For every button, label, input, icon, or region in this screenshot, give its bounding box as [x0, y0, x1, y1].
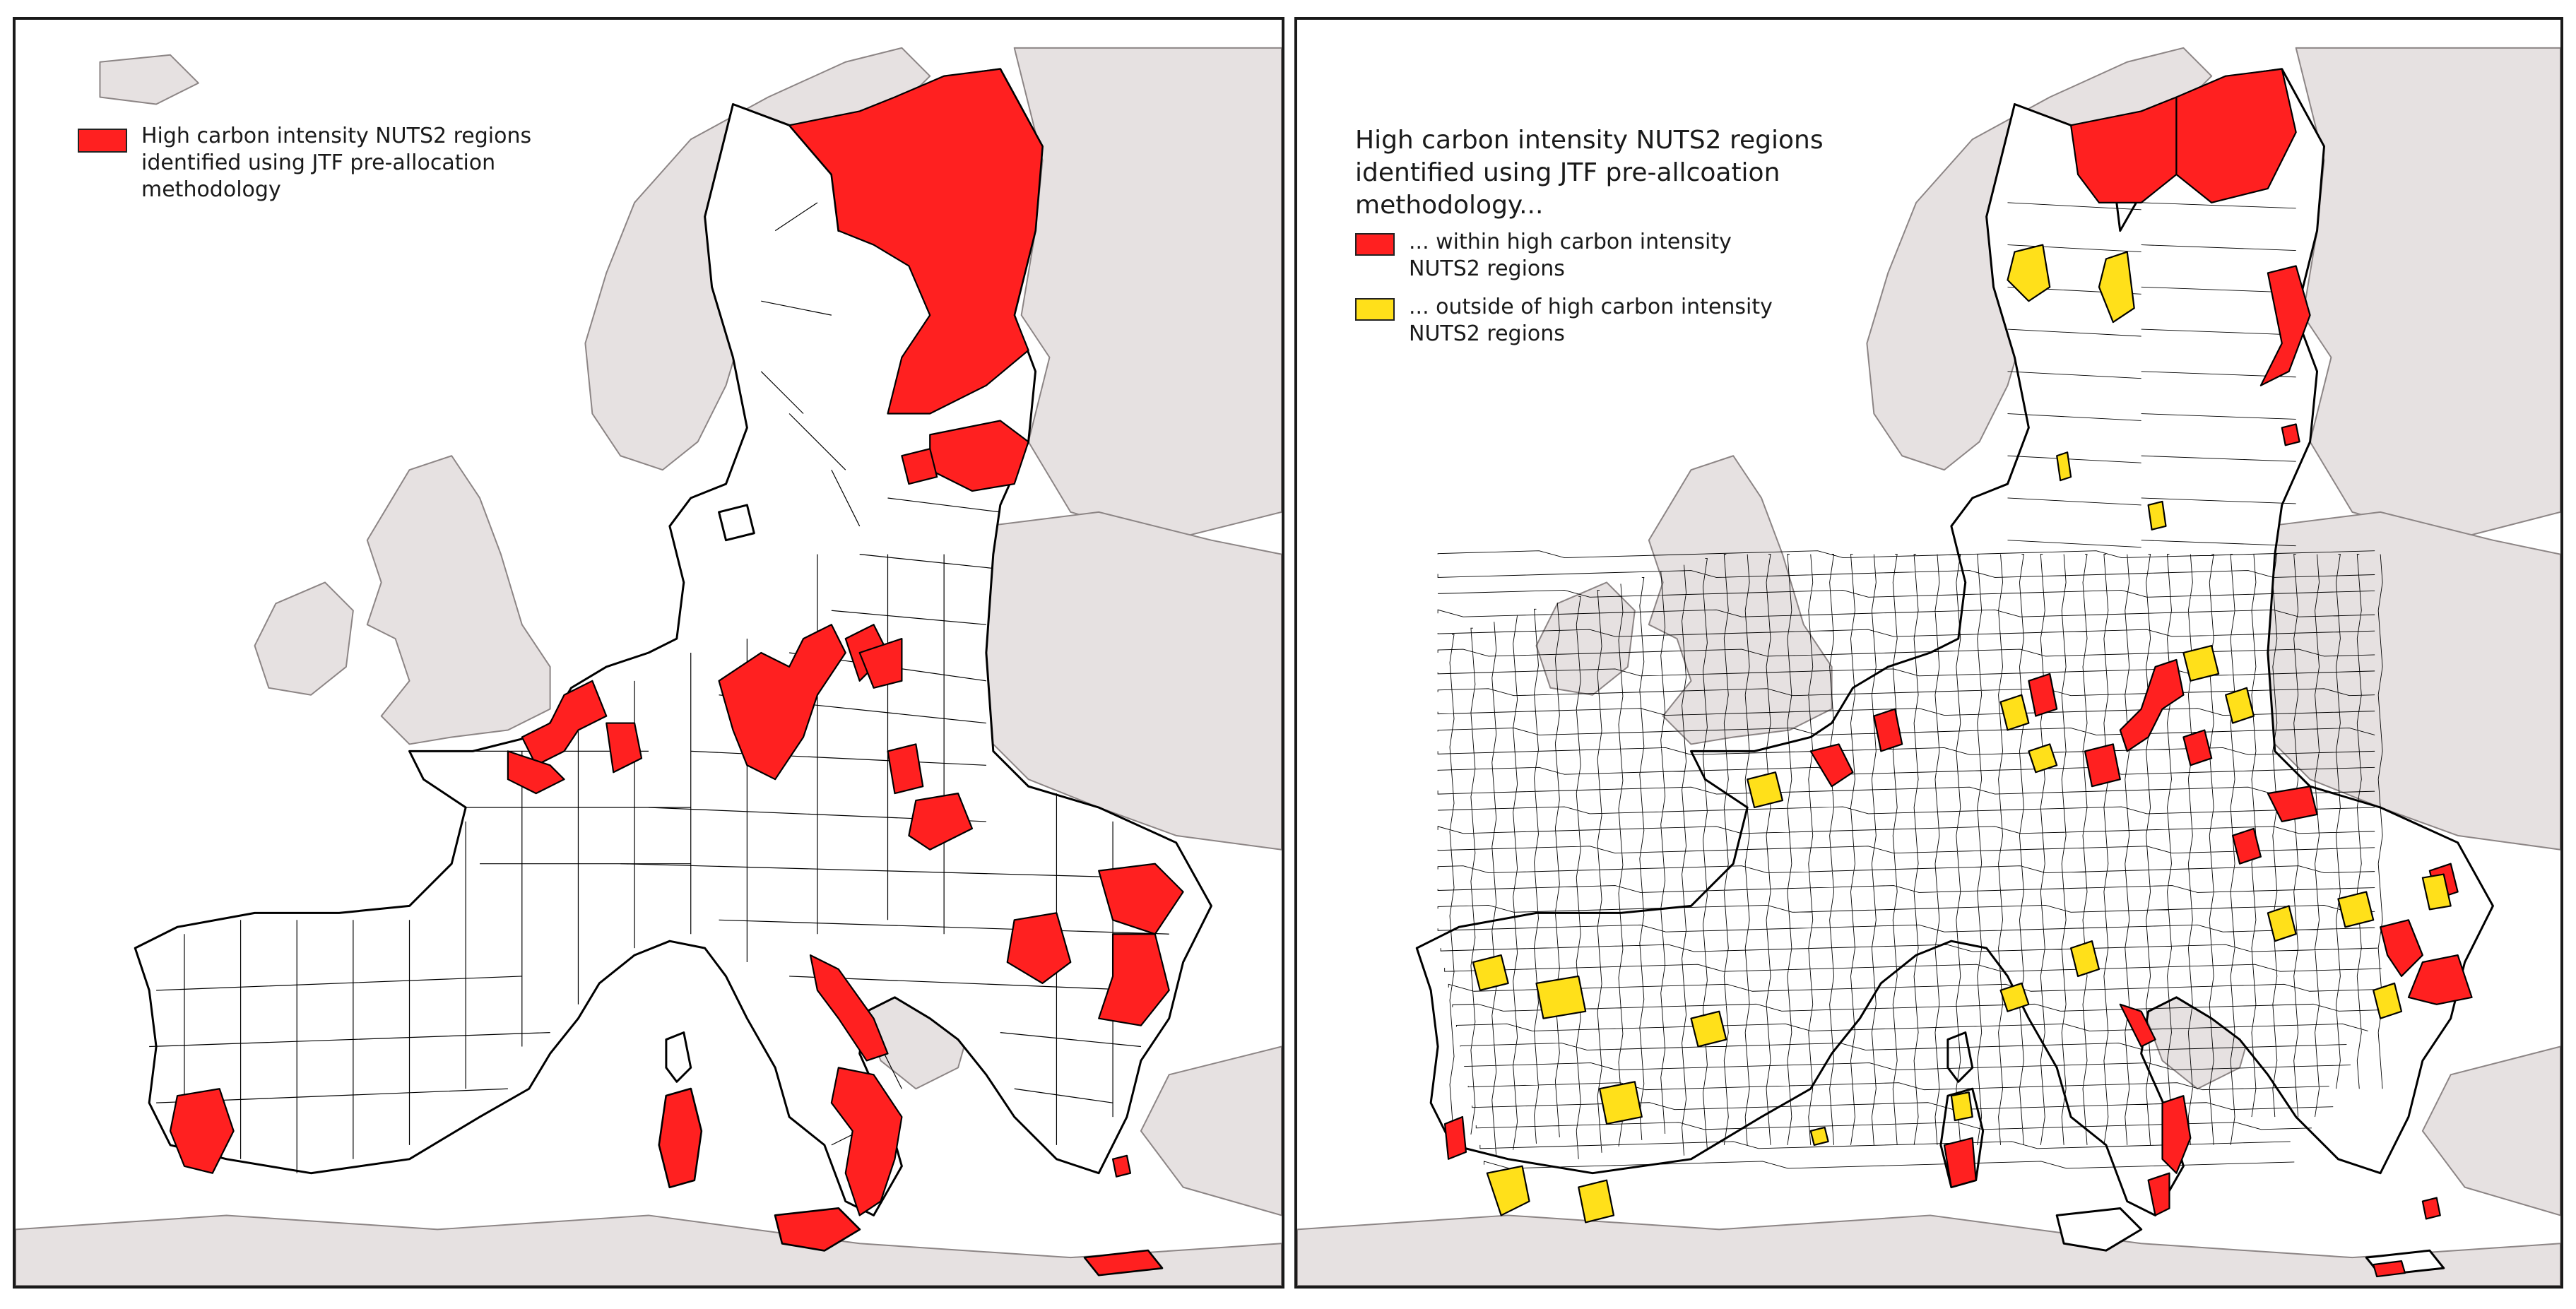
region-latvia-east — [2147, 500, 2167, 531]
region-poland-central — [2182, 729, 2213, 766]
region-italy-north — [1999, 982, 2030, 1012]
region-romania-south — [1098, 933, 1170, 1026]
sicily-island — [2055, 1207, 2143, 1252]
legend-row-high-carbon: High carbon intensity NUTS2 regions iden… — [78, 123, 531, 203]
region-romania-north — [1098, 863, 1184, 935]
region-poland-silesia — [2119, 658, 2185, 752]
legend-row-within: ... within high carbon intensity NUTS2 r… — [1355, 229, 1934, 283]
left-high-carbon-regions — [169, 68, 1184, 1277]
legend-label: High carbon intensity NUTS2 regions iden… — [141, 124, 532, 202]
right-legend-title: High carbon intensity NUTS2 regions iden… — [1355, 126, 1824, 220]
region-finland-north — [788, 68, 1044, 415]
region-hungary — [1006, 912, 1072, 985]
region-poland-east — [2225, 687, 2255, 724]
russia-north-landmass — [2295, 47, 2560, 541]
great-britain-landmass — [366, 455, 551, 745]
region-romania-east — [2421, 873, 2452, 911]
iceland-landmass — [99, 54, 199, 105]
corsica-island — [665, 1031, 692, 1083]
left-legend: High carbon intensity NUTS2 regions iden… — [78, 123, 531, 203]
region-belgium — [507, 750, 565, 795]
turkey-landmass — [2421, 1046, 2560, 1216]
region-romania-west — [2337, 891, 2375, 928]
region-sweden-north — [2007, 244, 2051, 302]
region-spain-andalusia-west — [1486, 1165, 1530, 1216]
ireland-landmass — [1535, 581, 1636, 696]
region-greek-islands — [2421, 1197, 2441, 1220]
right-outside-regions — [1472, 244, 2452, 1224]
left-europe-map — [16, 47, 1282, 1286]
region-france-north — [1747, 771, 1784, 809]
region-crete — [1084, 1250, 1163, 1277]
region-portugal — [169, 1088, 235, 1174]
region-hungary-south — [2267, 905, 2297, 942]
region-latvia-west — [901, 448, 938, 485]
region-slovakia-east — [2267, 786, 2318, 823]
region-sardinia-north — [1950, 1091, 1973, 1122]
legend-row-outside: ... outside of high carbon intensity NUT… — [1355, 294, 1934, 348]
region-croatia-coast — [2119, 1003, 2156, 1048]
region-czech-north — [2084, 743, 2121, 788]
north-africa-landmass — [16, 1214, 1282, 1286]
north-africa-landmass — [1297, 1214, 2560, 1286]
legend-label-outside: ... outside of high carbon intensity NUT… — [1409, 295, 1773, 346]
region-germany-lusatia — [2028, 673, 2058, 717]
region-belgium-hainaut — [1809, 743, 1854, 788]
region-lapland-sweden — [2070, 96, 2178, 203]
region-italy-calabria — [2147, 1172, 2170, 1216]
legend-swatch-red — [78, 129, 127, 153]
region-sicily — [774, 1207, 861, 1252]
region-italy-taranto — [2161, 1095, 2192, 1174]
region-czech-west — [2028, 743, 2058, 774]
region-finland-east — [2259, 265, 2311, 386]
region-germany-west — [605, 722, 643, 774]
legend-label-within: ... within high carbon intensity NUTS2 r… — [1409, 230, 1732, 281]
turkey-landmass — [1140, 1046, 1282, 1216]
region-slovakia — [908, 793, 974, 851]
region-poland-north — [2182, 644, 2220, 682]
left-map-panel: High carbon intensity NUTS2 regions iden… — [13, 17, 1284, 1289]
russia-north-landmass — [1013, 47, 1282, 541]
right-europe-map — [1297, 47, 2560, 1286]
region-mallorca — [1809, 1126, 1829, 1146]
region-croatia — [809, 954, 889, 1062]
region-romania-centre — [2380, 919, 2423, 978]
region-czech — [887, 743, 924, 795]
right-region-borders — [1437, 202, 2389, 1169]
right-within-regions — [1443, 68, 2473, 1278]
region-poland-east — [858, 637, 903, 689]
region-germany-rhine — [1873, 708, 1903, 752]
region-netherlands — [521, 680, 608, 766]
region-finland-west — [2098, 251, 2135, 324]
region-spain-andalusia-east — [1578, 1179, 1615, 1224]
right-legend: High carbon intensity NUTS2 regions iden… — [1355, 124, 1934, 348]
denmark-zealand-island — [718, 504, 755, 542]
region-lapland-finland — [2175, 68, 2297, 203]
region-romania-southwest — [2373, 982, 2403, 1019]
right-map-panel: High carbon intensity NUTS2 regions iden… — [1294, 17, 2563, 1289]
region-romania-south — [2407, 954, 2473, 1005]
region-sweden-gotland — [2056, 451, 2072, 482]
left-region-borders — [149, 202, 1169, 1173]
region-slovenia — [2070, 940, 2101, 978]
region-crete — [2373, 1260, 2406, 1278]
region-sardinia — [658, 1088, 702, 1188]
region-spain-asturias — [1472, 954, 1509, 991]
great-britain-landmass — [1648, 455, 1833, 745]
region-germany-saxony — [1999, 694, 2030, 731]
region-spain-castilla — [1598, 1081, 1643, 1125]
region-sardinia-sw — [1943, 1137, 1977, 1188]
legend-swatch-yellow — [1355, 298, 1395, 321]
region-greek-island — [1111, 1154, 1132, 1178]
region-portugal-coast — [1443, 1115, 1467, 1160]
region-germany-east — [718, 624, 846, 781]
region-italy-south — [830, 1067, 903, 1216]
nuts3-border-lines — [1437, 202, 2389, 1169]
region-spain-aragon — [1690, 1010, 1727, 1048]
ireland-landmass — [254, 581, 354, 696]
legend-swatch-red — [1355, 233, 1395, 256]
region-spain-leon — [1535, 975, 1587, 1019]
region-hungary-north — [2231, 827, 2262, 865]
region-estonia-east — [2281, 423, 2300, 446]
